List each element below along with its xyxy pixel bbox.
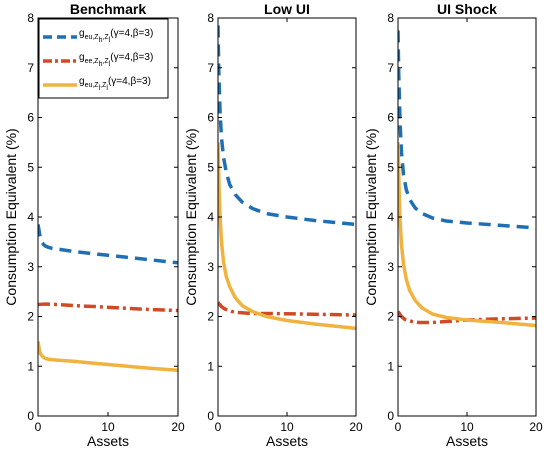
series-line-2 [38,302,178,313]
x-tick-label: 0 [215,420,222,434]
series-line-3 [38,341,178,372]
y-tick-label: 2 [27,310,34,324]
y-tick-label: 5 [27,160,34,174]
y-tick-label: 3 [207,260,214,274]
y-tick-label: 1 [27,359,34,373]
series-line-3 [398,142,536,328]
x-tick-label: 20 [529,420,543,434]
y-axis-label: Consumption Equivalent (%) [363,128,379,305]
y-tick-label: 0 [387,409,394,423]
y-tick-label: 6 [207,111,214,125]
chart-title: Benchmark [70,1,146,17]
y-tick-label: 5 [207,160,214,174]
legend-text-part: l [99,85,101,92]
y-tick-label: 4 [207,210,214,224]
y-tick-label: 1 [387,359,394,373]
series-line-1 [38,224,178,265]
legend-text-part: l [106,85,108,92]
y-tick-label: 0 [27,409,34,423]
x-tick-label: 0 [35,420,42,434]
series-line-1 [218,25,356,227]
y-tick-label: 7 [207,61,214,75]
y-tick-label: 7 [27,61,34,75]
panel-1: 0 1 2 3 4 5 6 7 8 0 10 20 Benchmark Assets Consumption… [3,1,185,449]
legend-label-2: gee,Zh,Zl(γ=4,β=3) [79,52,153,68]
x-tick-label: 10 [101,420,115,434]
y-tick-label: 8 [207,11,214,25]
legend-text-part: ,Z [100,82,107,89]
y-tick-label: 1 [207,359,214,373]
y-tick-label: 4 [387,210,394,224]
y-tick-label: 0 [207,409,214,423]
x-tick-label: 10 [460,420,474,434]
legend: geu,Zh,Zl(γ=4,β=3)gee,Zh,Zl(γ=4,β=3)geu,… [38,18,169,99]
legend-label-1: geu,Zh,Zl(γ=4,β=3) [79,28,153,44]
legend-text-part: (γ=4,β=3) [110,52,153,63]
legend-text-part: l [109,61,111,68]
x-tick-label: 10 [280,420,294,434]
series-line-2 [398,310,536,325]
y-tick-label: 8 [387,11,394,25]
panel-2: 0 1 2 3 4 5 6 7 8 0 10 20 Low UI Assets Consumption Eq… [183,1,363,449]
y-tick-label: 6 [27,111,34,125]
legend-text-part: h [99,61,103,68]
legend-text-part: l [109,37,111,44]
legend-text-part: h [99,37,103,44]
x-tick-label: 20 [171,420,185,434]
y-tick-label: 5 [387,160,394,174]
y-tick-label: 8 [27,11,34,25]
legend-text-part: (γ=4,β=3) [108,76,151,87]
legend-text-part: g [79,28,85,39]
y-tick-label: 6 [387,111,394,125]
series-line-1 [398,30,536,230]
x-tick-label: 0 [395,420,402,434]
legend-text-part: (γ=4,β=3) [110,28,153,39]
x-axis-label: Assets [446,433,488,449]
legend-label-3: geu,Zl,Zl(γ=4,β=3) [79,76,151,92]
legend-text-part: ee,Z [85,58,100,65]
panel-3: 0 1 2 3 4 5 6 7 8 0 10 20 UI Shock Assets Consumption … [363,1,543,449]
axes-box [397,17,537,417]
y-tick-label: 3 [27,260,34,274]
y-axis-label: Consumption Equivalent (%) [3,128,19,305]
y-tick-label: 2 [207,310,214,324]
y-tick-label: 3 [387,260,394,274]
chart-title: UI Shock [437,1,497,17]
series-line-3 [218,142,356,331]
x-axis-label: Assets [266,433,308,449]
y-tick-label: 4 [27,210,34,224]
legend-text-part: ,Z [102,34,109,41]
series-line-2 [218,301,356,317]
legend-text-part: g [79,52,85,63]
x-axis-label: Assets [87,433,129,449]
legend-text-part: g [79,76,85,87]
legend-text-part: eu,Z [85,82,100,89]
x-tick-label: 20 [349,420,363,434]
y-axis-label: Consumption Equivalent (%) [183,128,199,305]
legend-text-part: ,Z [102,58,109,65]
y-tick-label: 2 [387,310,394,324]
chart-title: Low UI [264,1,310,17]
y-tick-label: 7 [387,61,394,75]
legend-text-part: eu,Z [85,34,100,41]
